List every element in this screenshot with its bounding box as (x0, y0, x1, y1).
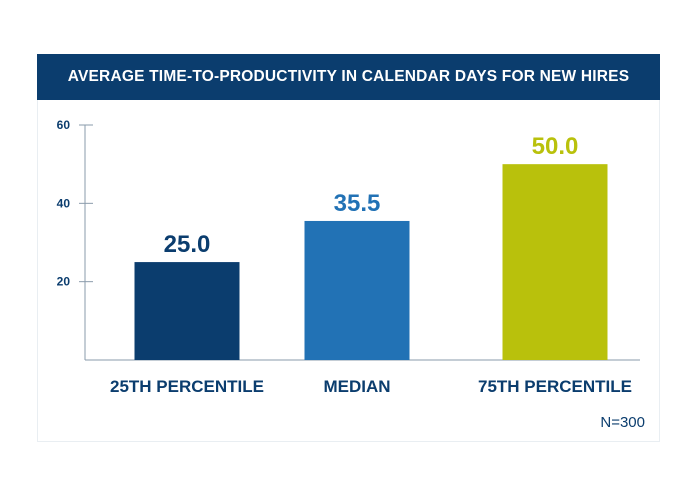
category-label: 25TH PERCENTILE (110, 377, 264, 396)
bar-value-label: 35.5 (334, 190, 381, 217)
chart-title: AVERAGE TIME-TO-PRODUCTIVITY IN CALENDAR… (67, 68, 630, 85)
sample-size-note: N=300 (600, 414, 645, 431)
bar-value-label: 25.0 (164, 231, 211, 258)
bar (304, 220, 410, 360)
category-label: MEDIAN (323, 377, 390, 396)
labels: 25.0 25TH PERCENTILE 35.5 MEDIAN 50.0 75TH PE… (110, 133, 632, 396)
y-tick-label: 20 (57, 275, 71, 289)
bars (134, 164, 608, 360)
bar (502, 164, 608, 360)
y-tick-label: 40 (57, 196, 71, 210)
category-label: 75TH PERCENTILE (478, 377, 632, 396)
title-bar: AVERAGE TIME-TO-PRODUCTIVITY IN CALENDAR… (37, 54, 660, 100)
bar (134, 262, 240, 360)
y-tick-label: 60 (57, 118, 71, 132)
bar-value-label: 50.0 (532, 133, 579, 160)
